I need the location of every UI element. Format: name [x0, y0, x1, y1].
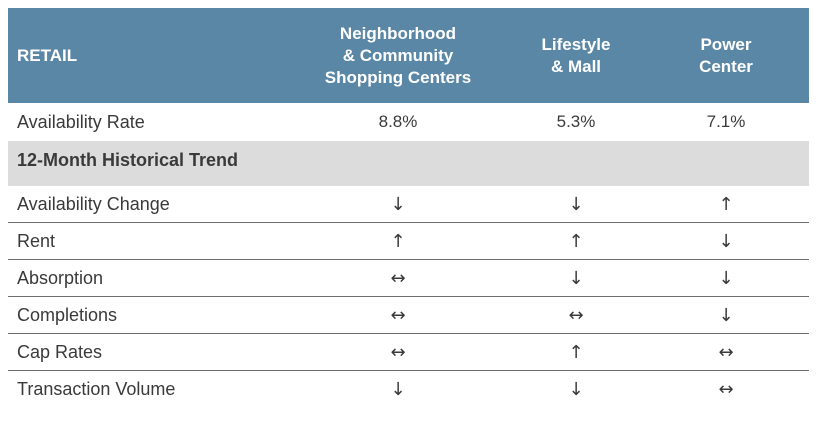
header-retail: RETAIL: [17, 8, 77, 103]
row-label: Availability Change: [17, 193, 170, 214]
trend-arrow-icon: ↔: [718, 378, 734, 400]
header-col3-line1: Power: [700, 34, 752, 54]
availability-rate-col3: 7.1%: [706, 112, 746, 131]
table-row: Availability Change ↓ ↓ ↑: [8, 186, 809, 223]
header-col1-line1: Neighborhood: [339, 23, 457, 43]
table-row: Completions ↔ ↔ ↓: [8, 297, 809, 334]
retail-table: RETAIL Neighborhood & Community Shopping…: [8, 8, 809, 407]
header-col2-line1: Lifestyle: [541, 34, 611, 54]
header-neighborhood-community: Neighborhood & Community Shopping Center…: [298, 8, 498, 103]
row-label: Transaction Volume: [17, 378, 176, 399]
trend-arrow-icon: ↑: [568, 341, 584, 363]
trend-arrow-icon: ↑: [390, 230, 406, 252]
trend-arrow-icon: ↓: [718, 304, 734, 326]
row-label: Rent: [17, 230, 56, 251]
table-row: Rent ↑ ↑ ↓: [8, 223, 809, 260]
availability-rate-col2: 5.3%: [556, 112, 596, 131]
header-col3-line2: Center: [699, 56, 753, 76]
row-label: Absorption: [17, 267, 104, 288]
table-row: Cap Rates ↔ ↑ ↔: [8, 334, 809, 371]
trend-arrow-icon: ↓: [390, 378, 406, 400]
row-label: Cap Rates: [17, 341, 103, 362]
trend-arrow-icon: ↓: [568, 378, 584, 400]
header-retail-label: RETAIL: [17, 45, 78, 65]
trend-arrow-icon: ↔: [390, 341, 406, 363]
trend-arrow-icon: ↓: [718, 230, 734, 252]
header-lifestyle-mall: Lifestyle & Mall: [508, 8, 644, 103]
trend-arrow-icon: ↔: [718, 341, 734, 363]
trend-arrow-icon: ↓: [718, 267, 734, 289]
trend-rows: Availability Change ↓ ↓ ↑ Rent ↑ ↑ ↓ Abs…: [8, 186, 809, 407]
header-col2-line2: & Mall: [550, 56, 602, 76]
trend-arrow-icon: ↑: [718, 193, 734, 215]
header-col1-line3: Shopping Centers: [324, 67, 472, 87]
header-col1-line2: & Community: [342, 45, 454, 65]
table-row: Transaction Volume ↓ ↓ ↔: [8, 371, 809, 407]
trend-arrow-icon: ↔: [568, 304, 584, 326]
table-header: RETAIL Neighborhood & Community Shopping…: [8, 8, 809, 103]
availability-rate-row: Availability Rate 8.8% 5.3% 7.1%: [8, 103, 809, 141]
trend-arrow-icon: ↔: [390, 304, 406, 326]
trend-arrow-icon: ↓: [568, 193, 584, 215]
trend-arrow-icon: ↓: [390, 193, 406, 215]
header-power-center: Power Center: [658, 8, 794, 103]
availability-rate-label: Availability Rate: [17, 111, 145, 132]
section-header: 12-Month Historical Trend: [8, 141, 809, 186]
trend-arrow-icon: ↔: [390, 267, 406, 289]
row-label: Completions: [17, 304, 118, 325]
section-title: 12-Month Historical Trend: [17, 149, 239, 170]
table-row: Absorption ↔ ↓ ↓: [8, 260, 809, 297]
trend-arrow-icon: ↓: [568, 267, 584, 289]
trend-arrow-icon: ↑: [568, 230, 584, 252]
availability-rate-col1: 8.8%: [378, 112, 418, 131]
